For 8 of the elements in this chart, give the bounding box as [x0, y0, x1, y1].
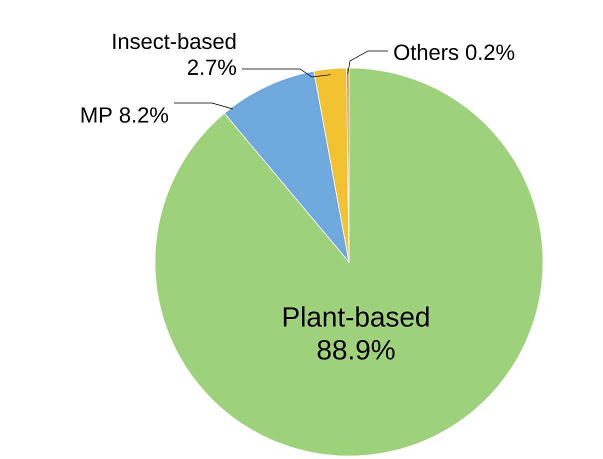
slice-label: Plant-based	[284, 306, 429, 327]
slice-label: Others	[394, 44, 458, 60]
data-label: 8.2%	[120, 107, 168, 123]
slice-label: Insect-based	[113, 33, 236, 50]
data-label: 88.9%	[318, 340, 395, 360]
slice-label: MP	[82, 107, 112, 123]
data-label: 0.2%	[466, 44, 514, 60]
data-label: 2.7%	[188, 60, 236, 75]
